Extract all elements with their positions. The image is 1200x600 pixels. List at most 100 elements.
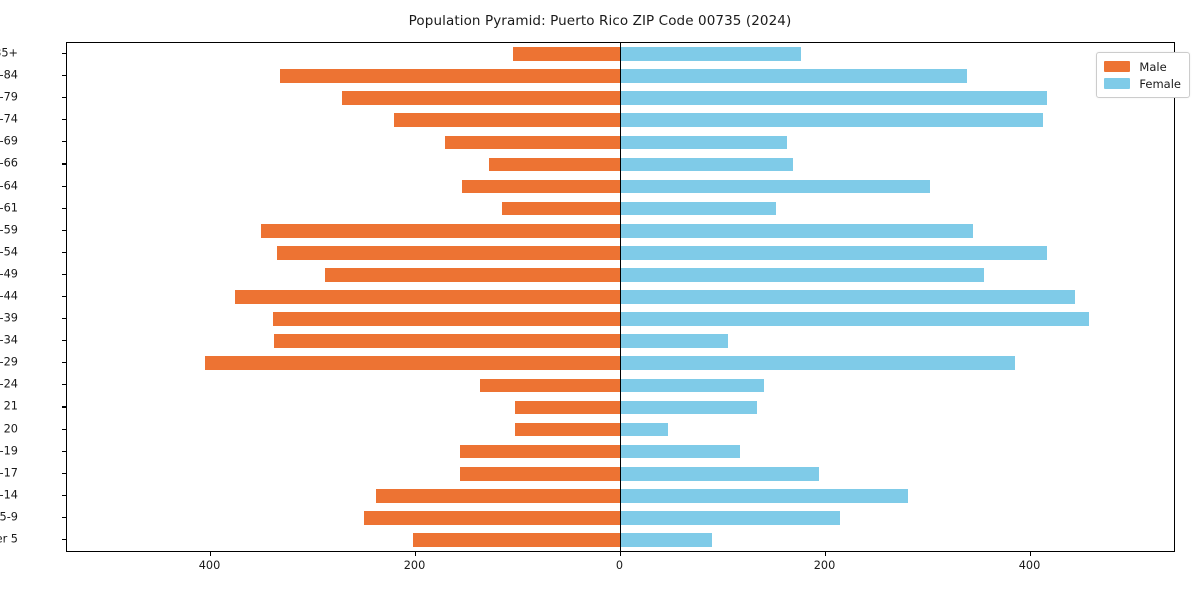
y-tick-label: 85+ xyxy=(0,46,18,60)
bar-row xyxy=(67,488,1174,503)
bar-row xyxy=(67,91,1174,106)
bar-male-40-44[interactable] xyxy=(235,290,621,304)
bar-male-25-29[interactable] xyxy=(205,356,621,371)
bar-male-21[interactable] xyxy=(514,400,621,415)
y-tick-label: 30-34 xyxy=(0,333,18,347)
bar-female-40-44[interactable] xyxy=(620,290,1075,304)
y-tick-mark xyxy=(62,384,66,386)
y-tick-label: 70-74 xyxy=(0,112,18,126)
bar-female-67-69[interactable] xyxy=(620,135,787,150)
bar-female-20[interactable] xyxy=(620,422,668,437)
x-tick-label: 0 xyxy=(615,559,624,572)
bar-female-80-84[interactable] xyxy=(620,69,967,83)
bar-male-75-79[interactable] xyxy=(341,91,621,106)
bar-male-67-69[interactable] xyxy=(445,135,621,150)
bar-female-45-49[interactable] xyxy=(620,268,985,282)
bar-row xyxy=(67,378,1174,393)
y-tick-mark xyxy=(62,119,66,121)
bar-row xyxy=(67,444,1174,459)
y-tick-mark xyxy=(62,494,66,496)
y-tick-label: 45-49 xyxy=(0,267,18,281)
bar-row xyxy=(67,47,1174,61)
y-tick-mark xyxy=(62,273,66,275)
bar-male-65-66[interactable] xyxy=(489,157,621,172)
legend-entry[interactable]: Female xyxy=(1104,75,1181,92)
bar-female-55-59[interactable] xyxy=(620,223,974,238)
bar-male-5-9[interactable] xyxy=(364,511,621,525)
bar-female-15-17[interactable] xyxy=(620,466,820,481)
y-tick-mark xyxy=(62,450,66,452)
y-tick-mark xyxy=(62,538,66,541)
y-tick-label: 62-64 xyxy=(0,179,18,193)
bar-row xyxy=(67,533,1174,547)
bar-row xyxy=(67,312,1174,326)
y-tick-mark xyxy=(62,53,66,55)
x-tick-mark xyxy=(1029,552,1031,556)
bar-male-50-54[interactable] xyxy=(277,245,621,260)
bar-row xyxy=(67,400,1174,415)
bar-male-18-19[interactable] xyxy=(459,444,621,459)
bar-female-5-9[interactable] xyxy=(620,511,840,525)
bar-female-35-39[interactable] xyxy=(620,312,1089,326)
bar-female-22-24[interactable] xyxy=(620,378,764,393)
bar-female-10-14[interactable] xyxy=(620,488,908,503)
bars-container xyxy=(67,43,1174,551)
bar-male-45-49[interactable] xyxy=(325,268,621,282)
y-tick-label: 50-54 xyxy=(0,245,18,259)
bar-female-25-29[interactable] xyxy=(620,356,1016,371)
bar-male-70-74[interactable] xyxy=(393,113,621,128)
bar-female-21[interactable] xyxy=(620,400,757,415)
bar-female-50-54[interactable] xyxy=(620,245,1047,260)
bar-male-10-14[interactable] xyxy=(375,488,621,503)
bar-row xyxy=(67,157,1174,172)
bar-male-15-17[interactable] xyxy=(459,466,621,481)
y-tick-mark xyxy=(62,516,66,518)
x-tick-mark xyxy=(209,552,211,556)
bar-male-under-5[interactable] xyxy=(413,533,621,547)
bar-female-75-79[interactable] xyxy=(620,91,1047,106)
bar-female-60-61[interactable] xyxy=(620,201,777,216)
legend-swatch-icon xyxy=(1104,61,1131,72)
y-tick-mark xyxy=(62,428,66,430)
bar-female-62-64[interactable] xyxy=(620,179,931,194)
y-tick-mark xyxy=(62,207,66,209)
bar-female-30-34[interactable] xyxy=(620,334,729,348)
bar-male-60-61[interactable] xyxy=(501,201,621,216)
legend-entry[interactable]: Male xyxy=(1104,58,1181,75)
y-tick-label: 25-29 xyxy=(0,355,18,369)
bar-male-22-24[interactable] xyxy=(480,378,621,393)
bar-male-55-59[interactable] xyxy=(260,223,621,238)
bar-male-62-64[interactable] xyxy=(461,179,621,194)
bar-female-85-[interactable] xyxy=(620,47,801,61)
x-tick-label: 400 xyxy=(1018,559,1041,572)
y-tick-mark xyxy=(62,97,66,99)
x-tick-label: 200 xyxy=(813,559,836,572)
bar-row xyxy=(67,135,1174,150)
bar-female-70-74[interactable] xyxy=(620,113,1043,128)
bar-row xyxy=(67,69,1174,83)
y-tick-mark xyxy=(62,229,66,231)
y-tick-label: 75-79 xyxy=(0,90,18,104)
y-tick-label: 55-59 xyxy=(0,223,18,237)
bar-male-20[interactable] xyxy=(514,422,621,437)
bar-female-18-19[interactable] xyxy=(620,444,741,459)
bar-row xyxy=(67,113,1174,128)
y-tick-label: 22-24 xyxy=(0,377,18,391)
x-tick-mark xyxy=(619,552,621,556)
chart-title: Population Pyramid: Puerto Rico ZIP Code… xyxy=(408,13,792,29)
y-tick-mark xyxy=(62,362,66,364)
y-tick-label: 20 xyxy=(3,422,18,436)
x-tick-label: 400 xyxy=(198,559,221,572)
bar-male-80-84[interactable] xyxy=(280,69,621,83)
y-tick-label: 60-61 xyxy=(0,201,18,215)
bar-row xyxy=(67,422,1174,437)
bar-female-under-5[interactable] xyxy=(620,533,712,547)
bar-row xyxy=(67,268,1174,282)
y-tick-mark xyxy=(62,318,66,320)
bar-male-30-34[interactable] xyxy=(274,334,621,348)
bar-female-65-66[interactable] xyxy=(620,157,793,172)
bar-male-35-39[interactable] xyxy=(273,312,621,326)
y-tick-mark xyxy=(62,75,66,77)
bar-male-85-[interactable] xyxy=(512,47,621,61)
y-tick-mark xyxy=(62,340,66,342)
